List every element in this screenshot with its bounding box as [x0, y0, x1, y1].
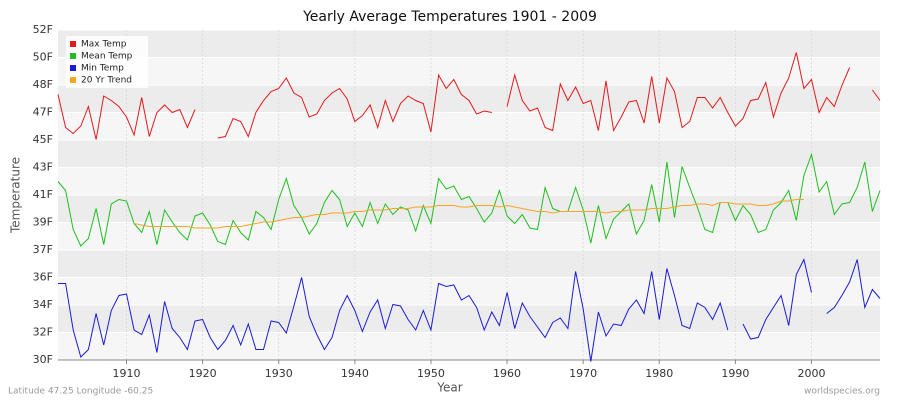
- legend-label: Mean Temp: [81, 52, 133, 62]
- legend-swatch: [70, 65, 76, 71]
- legend-swatch: [70, 41, 76, 47]
- x-tick-label: 1960: [493, 367, 521, 380]
- footer-left: Latitude 47.25 Longitude -60.25: [8, 387, 153, 397]
- x-tick-label: 1990: [721, 367, 749, 380]
- series-line: [58, 258, 881, 362]
- legend-box: [66, 36, 148, 88]
- x-tick-label: 2000: [798, 367, 826, 380]
- legend-label: Min Temp: [81, 64, 124, 74]
- x-tick-label: 1980: [645, 367, 673, 380]
- y-tick-label: 50F: [33, 50, 53, 63]
- y-tick-label: 36F: [33, 271, 53, 284]
- footer-right: worldspecies.org: [804, 387, 880, 397]
- x-tick-label: 1930: [265, 367, 293, 380]
- x-axis-label: Year: [436, 381, 462, 395]
- y-tick-label: 45F: [33, 133, 53, 146]
- y-tick-label: 32F: [33, 326, 53, 339]
- y-tick-label: 52F: [33, 23, 53, 36]
- y-tick-label: 30F: [33, 353, 53, 366]
- legend-label: 20 Yr Trend: [81, 76, 132, 86]
- legend-swatch: [70, 53, 76, 59]
- y-tick-label: 43F: [33, 161, 53, 174]
- grid-band: [58, 85, 880, 113]
- y-tick-label: 47F: [33, 106, 53, 119]
- grid-band: [58, 195, 880, 223]
- y-tick-label: 34F: [33, 298, 53, 311]
- y-tick-label: 37F: [33, 243, 53, 256]
- y-tick-label: 48F: [33, 78, 53, 91]
- x-tick-label: 1920: [189, 367, 217, 380]
- grid-band: [58, 30, 880, 58]
- x-tick-label: 1940: [341, 367, 369, 380]
- x-tick-label: 1950: [417, 367, 445, 380]
- legend-label: Max Temp: [81, 40, 127, 50]
- series-line: [57, 52, 881, 140]
- x-tick-label: 1970: [569, 367, 597, 380]
- y-axis-label: Temperature: [9, 157, 23, 234]
- y-tick-label: 39F: [33, 215, 53, 228]
- series-line: [134, 199, 804, 229]
- grid-band: [58, 139, 880, 168]
- series-line: [57, 152, 881, 247]
- x-tick-label: 1910: [113, 367, 141, 380]
- grid-band: [58, 304, 880, 333]
- legend-swatch: [70, 77, 76, 83]
- chart-title: Yearly Average Temperatures 1901 - 2009: [302, 9, 597, 25]
- y-tick-label: 41F: [33, 188, 53, 201]
- grid-band: [58, 250, 880, 278]
